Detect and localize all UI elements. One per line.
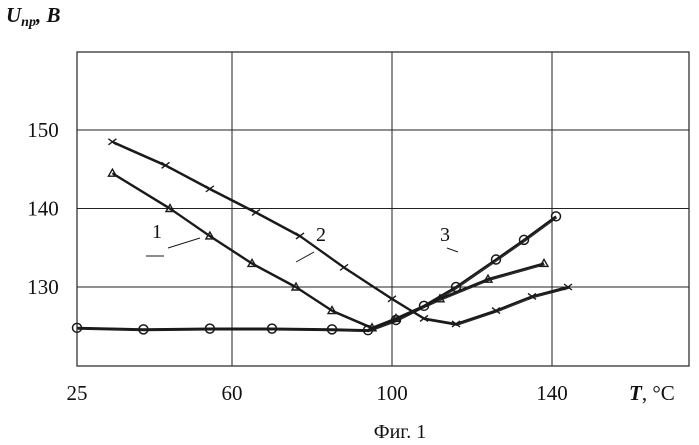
series-leader-line <box>168 238 200 248</box>
data-point <box>108 139 116 145</box>
x-tick-label: 60 <box>222 381 243 405</box>
series-leader-line <box>447 248 458 252</box>
x-axis-ticks: 25 60 100 140 <box>67 381 568 405</box>
data-point <box>108 169 116 176</box>
y-tick-label: 140 <box>27 197 59 221</box>
plot-area: 1 2 3 <box>73 52 690 366</box>
series-leader-line <box>296 252 314 262</box>
data-point <box>340 264 348 270</box>
y-axis-label: Uпр, B <box>6 3 60 30</box>
series-line <box>112 173 544 328</box>
series-label: 2 <box>316 224 326 246</box>
y-tick-label: 130 <box>27 275 59 299</box>
y-axis-ticks: 130 140 150 <box>27 118 59 299</box>
series-2: 2 <box>108 139 572 327</box>
series-label: 1 <box>152 221 162 243</box>
x-tick-label: 140 <box>536 381 568 405</box>
series-layer: 1 2 3 <box>73 139 573 335</box>
figure-caption: Фиг. 1 <box>374 421 426 443</box>
series-1: 1 <box>108 169 548 331</box>
series-line-shadow <box>113 175 545 330</box>
x-tick-label: 25 <box>67 381 88 405</box>
x-axis-label-unit: , °C <box>642 381 675 405</box>
x-tick-label: 100 <box>376 381 408 405</box>
series-label: 3 <box>440 224 450 246</box>
series-line <box>112 142 568 324</box>
series-line-shadow <box>113 143 569 325</box>
y-axis-label-unit: , B <box>35 3 61 27</box>
x-axis-label: T, °C <box>629 381 675 405</box>
y-axis-label-sub: пр <box>21 15 36 30</box>
y-tick-label: 150 <box>27 118 59 142</box>
data-point <box>552 212 561 221</box>
